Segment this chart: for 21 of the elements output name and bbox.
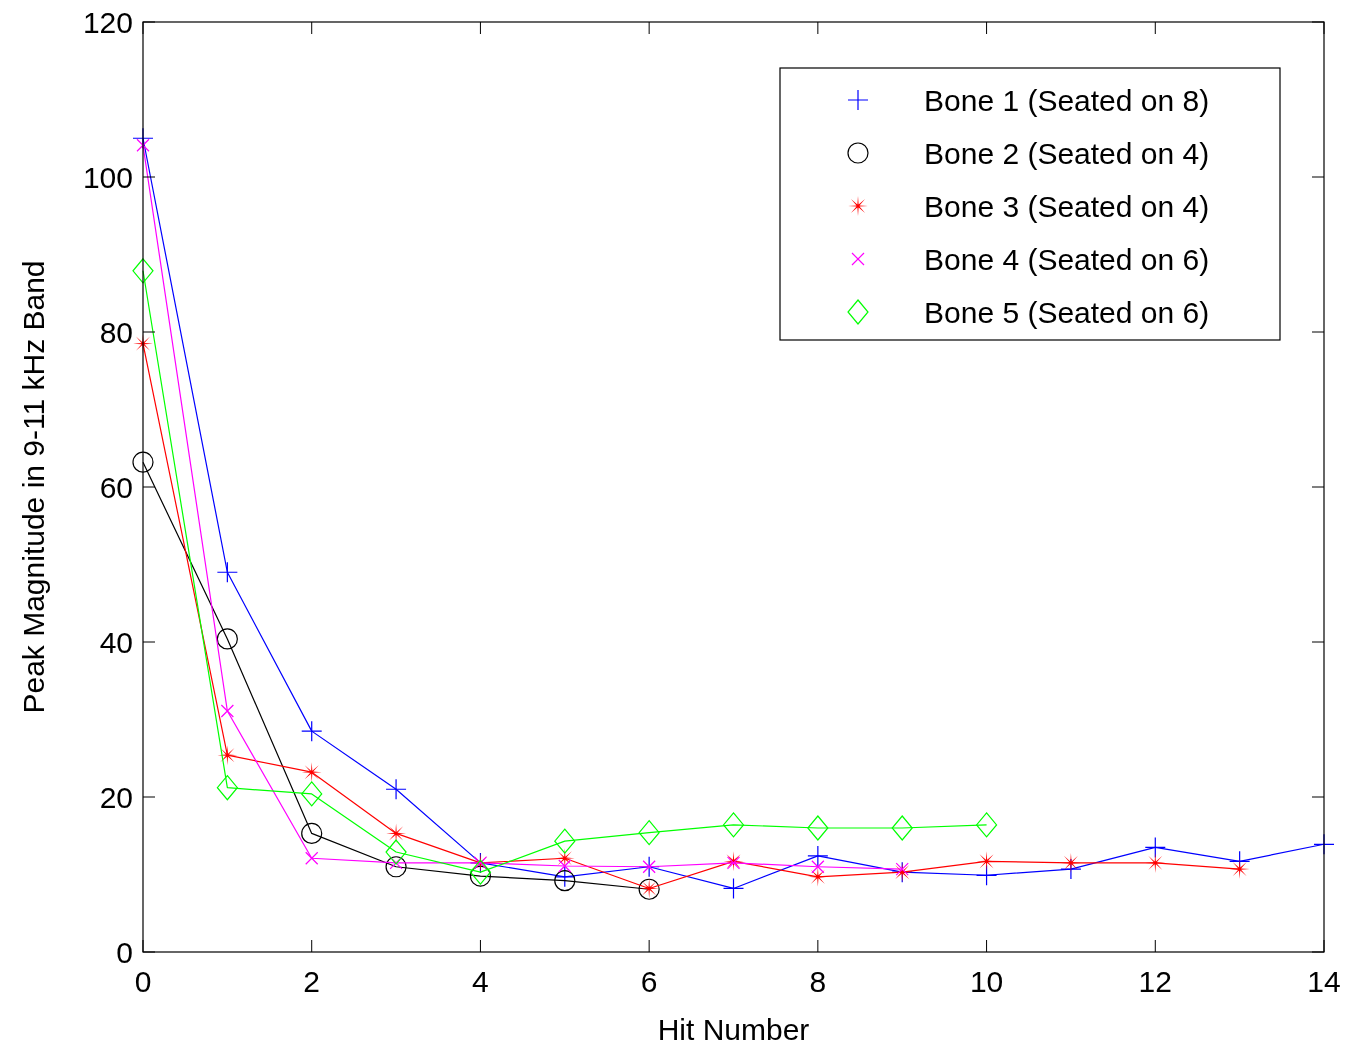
- legend-label: Bone 4 (Seated on 6): [924, 242, 1210, 276]
- y-tick-label: 0: [116, 935, 133, 969]
- legend-label: Bone 2 (Seated on 4): [924, 136, 1210, 170]
- x-tick-label: 12: [1138, 965, 1172, 998]
- x-tick-label: 8: [809, 965, 827, 998]
- y-tick-label: 20: [99, 780, 133, 814]
- y-tick-label: 40: [99, 625, 133, 659]
- legend-label: Bone 3 (Seated on 4): [924, 189, 1210, 223]
- legend-label: Bone 5 (Seated on 6): [924, 295, 1210, 329]
- x-tick-label: 4: [472, 965, 489, 998]
- y-tick-label: 120: [82, 5, 133, 39]
- legend-label: Bone 1 (Seated on 8): [924, 83, 1210, 117]
- y-tick-label: 60: [99, 470, 133, 504]
- x-axis-title: Hit Number: [657, 1013, 810, 1045]
- x-tick-label: 14: [1307, 965, 1341, 998]
- x-tick-label: 6: [640, 965, 658, 998]
- x-tick-label: 2: [303, 965, 321, 998]
- y-tick-label: 80: [99, 315, 133, 349]
- y-tick-label: 100: [82, 160, 133, 194]
- y-axis-title: Peak Magnitude in 9-11 kHz Band: [17, 260, 50, 714]
- x-tick-label: 10: [969, 965, 1004, 998]
